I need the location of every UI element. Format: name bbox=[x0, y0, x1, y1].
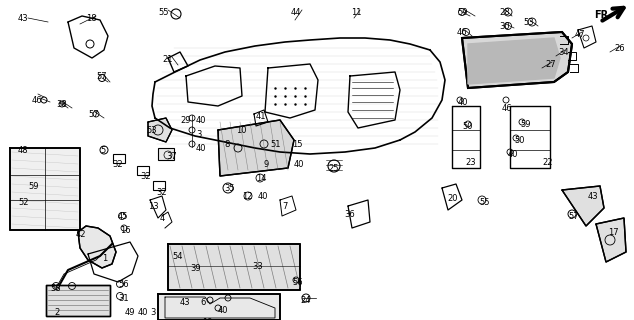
Text: 16: 16 bbox=[120, 226, 131, 235]
Text: 43: 43 bbox=[588, 192, 598, 201]
Text: 49: 49 bbox=[125, 308, 136, 317]
Text: 26: 26 bbox=[614, 44, 624, 53]
Text: 59: 59 bbox=[28, 182, 39, 191]
Text: 40: 40 bbox=[218, 306, 228, 315]
Text: 42: 42 bbox=[76, 230, 86, 239]
Text: 8: 8 bbox=[224, 140, 230, 149]
Text: 56: 56 bbox=[292, 278, 302, 287]
Text: 19: 19 bbox=[202, 318, 212, 320]
Text: 57: 57 bbox=[568, 212, 579, 221]
Polygon shape bbox=[158, 294, 280, 320]
Text: 17: 17 bbox=[608, 228, 619, 237]
Text: 54: 54 bbox=[172, 252, 183, 261]
Text: 50: 50 bbox=[514, 136, 524, 145]
Text: 37: 37 bbox=[166, 152, 177, 161]
Text: 52: 52 bbox=[18, 198, 29, 207]
Text: 11: 11 bbox=[351, 8, 361, 17]
Text: 47: 47 bbox=[575, 30, 586, 39]
Text: 40: 40 bbox=[294, 160, 304, 169]
Text: 28: 28 bbox=[499, 8, 510, 17]
Text: 7: 7 bbox=[282, 202, 287, 211]
Text: 40: 40 bbox=[508, 150, 519, 159]
Text: 22: 22 bbox=[542, 158, 552, 167]
Text: 1: 1 bbox=[102, 254, 107, 263]
Text: 46: 46 bbox=[32, 96, 42, 105]
Text: 59: 59 bbox=[520, 120, 531, 129]
Text: 25: 25 bbox=[328, 164, 339, 173]
Text: 40: 40 bbox=[138, 308, 148, 317]
Text: 58: 58 bbox=[50, 284, 61, 293]
Text: FR.: FR. bbox=[594, 10, 612, 20]
Text: 43: 43 bbox=[18, 14, 29, 23]
Text: 9: 9 bbox=[264, 160, 269, 169]
Text: 40: 40 bbox=[196, 116, 207, 125]
Text: 39: 39 bbox=[190, 264, 200, 273]
Polygon shape bbox=[218, 120, 294, 176]
Polygon shape bbox=[46, 285, 110, 316]
Text: 4: 4 bbox=[160, 214, 165, 223]
Text: 31: 31 bbox=[118, 294, 129, 303]
Text: 27: 27 bbox=[545, 60, 555, 69]
Text: 50: 50 bbox=[462, 122, 472, 131]
FancyBboxPatch shape bbox=[153, 181, 165, 190]
Text: 45: 45 bbox=[118, 212, 129, 221]
Text: 3: 3 bbox=[196, 130, 202, 139]
Text: 29: 29 bbox=[180, 116, 190, 125]
Text: 21: 21 bbox=[162, 55, 172, 64]
FancyBboxPatch shape bbox=[137, 166, 149, 175]
Text: 13: 13 bbox=[148, 202, 158, 211]
Polygon shape bbox=[462, 32, 572, 88]
Text: 55: 55 bbox=[158, 8, 169, 17]
Text: 36: 36 bbox=[344, 210, 355, 219]
Text: 20: 20 bbox=[447, 194, 458, 203]
Text: 10: 10 bbox=[236, 126, 247, 135]
Text: 18: 18 bbox=[86, 14, 96, 23]
Text: 46: 46 bbox=[457, 28, 468, 37]
Text: 40: 40 bbox=[258, 192, 269, 201]
Text: 35: 35 bbox=[224, 184, 235, 193]
Text: 48: 48 bbox=[18, 146, 29, 155]
FancyBboxPatch shape bbox=[113, 154, 125, 163]
Text: 57: 57 bbox=[88, 110, 99, 119]
Text: 23: 23 bbox=[465, 158, 476, 167]
Text: 46: 46 bbox=[502, 104, 513, 113]
Text: 59: 59 bbox=[457, 8, 467, 17]
Text: 34: 34 bbox=[558, 48, 569, 57]
Text: 40: 40 bbox=[458, 98, 469, 107]
Text: 32: 32 bbox=[140, 172, 151, 181]
Text: 30: 30 bbox=[499, 22, 510, 31]
Polygon shape bbox=[168, 244, 300, 290]
FancyBboxPatch shape bbox=[158, 148, 174, 160]
Polygon shape bbox=[148, 118, 172, 142]
Text: 6: 6 bbox=[200, 298, 205, 307]
Text: 44: 44 bbox=[291, 8, 302, 17]
Text: 53: 53 bbox=[523, 18, 534, 27]
Polygon shape bbox=[78, 226, 116, 268]
Text: 24: 24 bbox=[300, 296, 311, 305]
Text: 38: 38 bbox=[56, 100, 67, 109]
Text: 32: 32 bbox=[112, 160, 122, 169]
Text: 15: 15 bbox=[292, 140, 302, 149]
Polygon shape bbox=[468, 38, 560, 84]
Text: 32: 32 bbox=[156, 188, 167, 197]
Text: 57: 57 bbox=[96, 72, 107, 81]
Text: 53: 53 bbox=[146, 126, 157, 135]
Text: 2: 2 bbox=[54, 308, 59, 317]
Text: 41: 41 bbox=[256, 112, 266, 121]
Text: 43: 43 bbox=[180, 298, 191, 307]
Text: 55: 55 bbox=[479, 198, 489, 207]
Text: 14: 14 bbox=[256, 174, 266, 183]
Polygon shape bbox=[10, 148, 80, 230]
Polygon shape bbox=[596, 218, 626, 262]
Text: 40: 40 bbox=[196, 144, 207, 153]
Text: 33: 33 bbox=[252, 262, 262, 271]
Polygon shape bbox=[562, 186, 604, 226]
Text: 51: 51 bbox=[270, 140, 280, 149]
Text: 5: 5 bbox=[100, 146, 105, 155]
Text: 12: 12 bbox=[242, 192, 252, 201]
Text: 56: 56 bbox=[118, 280, 129, 289]
Text: 3: 3 bbox=[150, 308, 155, 317]
